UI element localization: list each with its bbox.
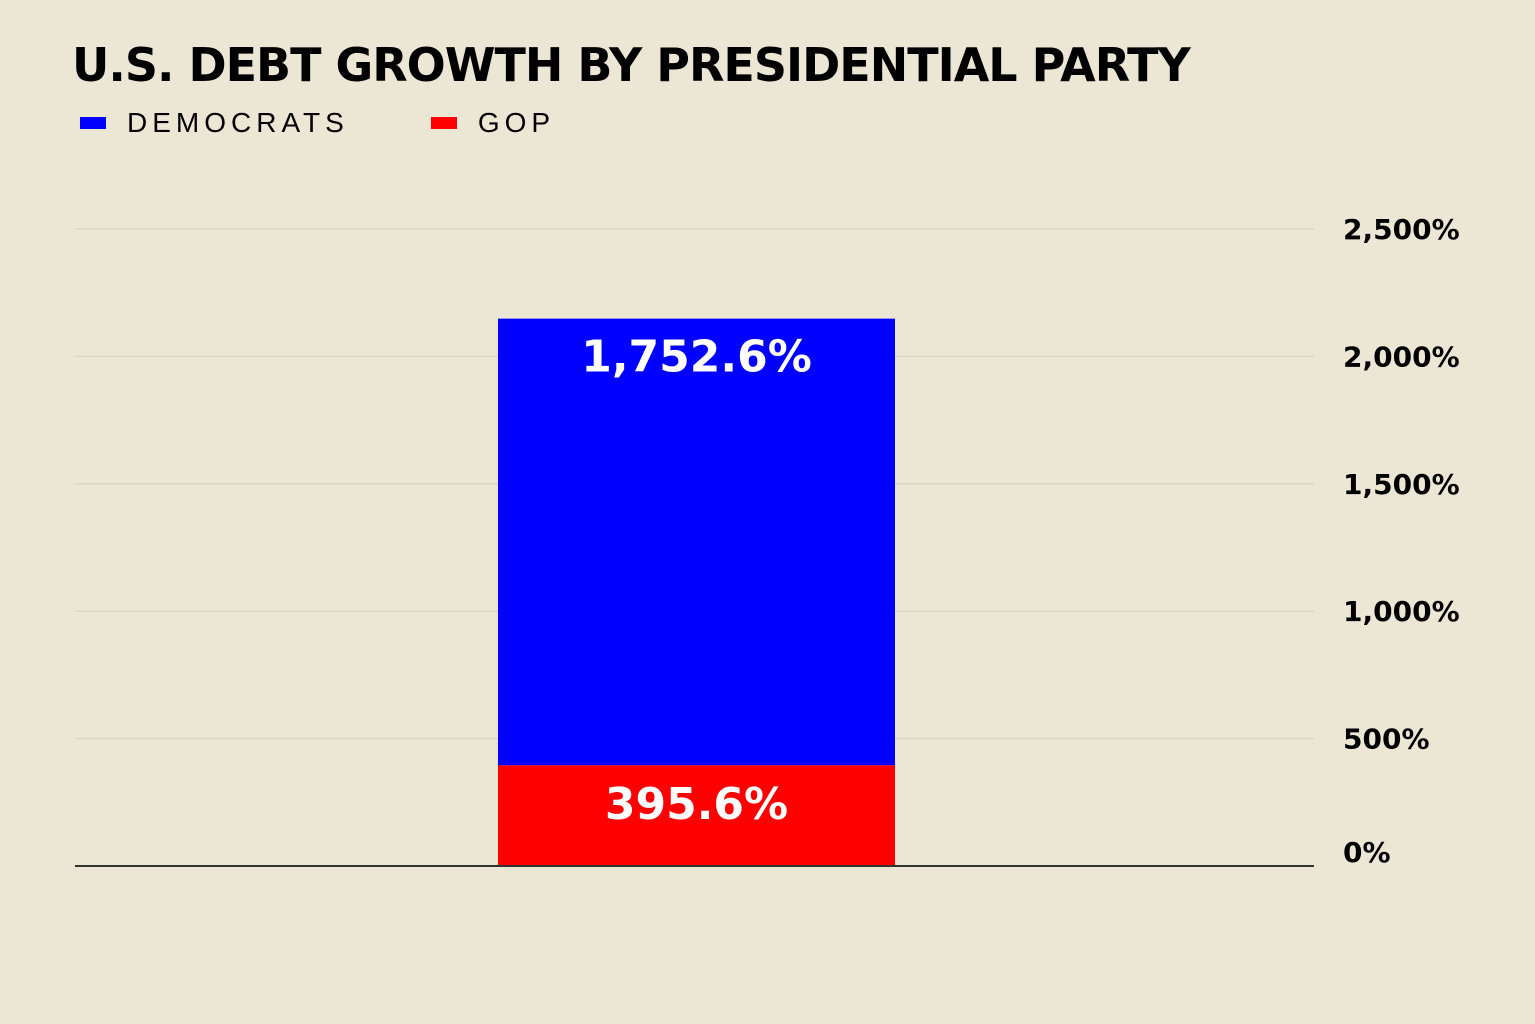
bar-segment-democrats [498, 318, 895, 766]
axes: 0% 500% 1,000% 1,500% 2,000% 2,500% [75, 213, 1460, 869]
y-tick-label: 1,000% [1343, 595, 1460, 628]
legend-item-gop: GOP [430, 107, 556, 139]
legend-swatch-gop [430, 117, 457, 129]
bars [498, 318, 895, 866]
legend-swatch-democrats [80, 117, 106, 129]
bar-label-democrats: 1,752.6% [581, 332, 812, 383]
y-tick-label: 2,000% [1343, 340, 1460, 373]
legend-item-democrats: DEMOCRATS [80, 107, 349, 139]
legend-label-gop: GOP [477, 107, 556, 138]
y-tick-label: 1,500% [1343, 468, 1460, 501]
bar-label-gop: 395.6% [605, 779, 788, 830]
y-tick-label: 0% [1343, 836, 1391, 869]
y-tick-label: 500% [1343, 723, 1430, 756]
chart-title: U.S. DEBT GROWTH BY PRESIDENTIAL PARTY [72, 38, 1191, 92]
legend-label-democrats: DEMOCRATS [127, 107, 349, 138]
legend: DEMOCRATS GOP [80, 106, 637, 140]
data-labels: 395.6% 1,752.6% [581, 332, 812, 831]
bar-segment-gop [498, 765, 895, 866]
y-tick-label: 2,500% [1343, 213, 1460, 246]
